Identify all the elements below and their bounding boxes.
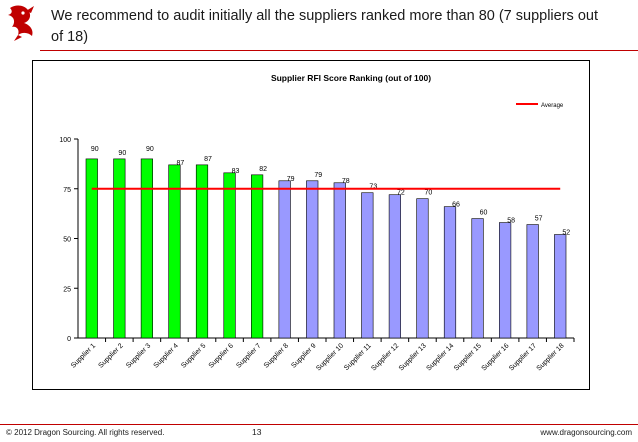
data-label-supplier-15: 60: [480, 210, 488, 217]
y-tick-label-1: 25: [63, 286, 71, 293]
dragon-logo: [4, 2, 38, 42]
bar-supplier-13: [416, 198, 429, 339]
data-label-supplier-12: 72: [397, 190, 405, 197]
x-tick-label-supplier-18: Supplier 18: [536, 342, 566, 372]
legend-average-label: Average: [541, 103, 564, 109]
x-tick-label-supplier-3: Supplier 3: [125, 342, 152, 369]
x-tick-label-supplier-15: Supplier 15: [453, 342, 483, 372]
data-label-supplier-10: 78: [342, 178, 350, 185]
bar-supplier-9: [306, 180, 319, 339]
footer-copyright: © 2012 Dragon Sourcing. All rights reser…: [6, 428, 165, 437]
x-tick-label-supplier-11: Supplier 11: [343, 342, 373, 372]
x-tick-label-supplier-17: Supplier 17: [508, 342, 538, 372]
x-tick-label-supplier-1: Supplier 1: [70, 342, 97, 369]
footer-divider: [0, 424, 638, 425]
x-tick-label-supplier-16: Supplier 16: [481, 342, 511, 372]
bar-supplier-12: [388, 194, 401, 339]
bar-supplier-15: [471, 218, 484, 339]
bar-supplier-5: [195, 164, 209, 339]
supplier-score-chart: Supplier RFI Score Ranking (out of 100) A…: [32, 60, 590, 390]
data-label-supplier-17: 57: [535, 216, 543, 223]
bar-supplier-3: [140, 158, 153, 339]
data-label-supplier-4: 87: [177, 160, 185, 167]
header-divider: [40, 50, 638, 51]
bar-supplier-4: [168, 164, 181, 339]
x-tick-label-supplier-8: Supplier 8: [263, 342, 290, 369]
chart-title: Supplier RFI Score Ranking (out of 100): [271, 73, 431, 83]
chart-canvas: Supplier RFI Score Ranking (out of 100) A…: [59, 73, 575, 372]
data-label-supplier-3: 90: [146, 146, 154, 153]
y-tick-label-0: 0: [67, 336, 71, 343]
x-tick-label-supplier-4: Supplier 4: [153, 342, 180, 369]
x-tick-label-supplier-5: Supplier 5: [180, 342, 207, 369]
data-label-supplier-16: 58: [507, 218, 515, 225]
x-tick-label-supplier-13: Supplier 13: [398, 342, 428, 372]
bar-supplier-8: [278, 180, 291, 339]
footer-page-number: 13: [252, 427, 262, 437]
page-headline: We recommend to audit initially all the …: [51, 8, 598, 45]
bar-supplier-7: [251, 174, 264, 339]
data-label-supplier-8: 79: [287, 176, 295, 183]
data-label-supplier-7: 82: [259, 166, 267, 173]
bar-supplier-10: [333, 182, 346, 339]
y-tick-label-3: 75: [63, 187, 71, 194]
data-label-supplier-5: 87: [204, 156, 212, 163]
y-tick-label-4: 100: [59, 137, 71, 144]
bar-supplier-18: [554, 234, 567, 339]
data-label-supplier-11: 73: [369, 184, 377, 191]
bar-supplier-1: [85, 158, 98, 339]
bar-supplier-16: [499, 222, 512, 339]
data-label-supplier-6: 83: [232, 168, 240, 175]
y-tick-label-2: 50: [63, 237, 71, 244]
data-label-supplier-14: 66: [452, 202, 460, 209]
bar-supplier-17: [526, 224, 539, 339]
x-tick-label-supplier-10: Supplier 10: [315, 342, 345, 372]
x-tick-label-supplier-14: Supplier 14: [425, 342, 455, 372]
data-label-supplier-18: 52: [562, 230, 570, 237]
bar-supplier-6: [223, 172, 236, 339]
x-tick-label-supplier-2: Supplier 2: [98, 342, 125, 369]
x-tick-label-supplier-6: Supplier 6: [208, 342, 235, 369]
bar-supplier-14: [443, 206, 457, 339]
bar-supplier-11: [361, 192, 374, 339]
data-label-supplier-9: 79: [314, 172, 322, 179]
footer-website: www.dragonsourcing.com: [540, 428, 632, 437]
x-tick-label-supplier-7: Supplier 7: [235, 342, 262, 369]
data-label-supplier-1: 90: [91, 146, 99, 153]
x-tick-label-supplier-12: Supplier 12: [370, 342, 400, 372]
data-label-supplier-2: 90: [118, 150, 126, 157]
bar-supplier-2: [113, 158, 126, 339]
data-label-supplier-13: 70: [425, 190, 433, 197]
x-tick-label-supplier-9: Supplier 9: [290, 342, 317, 369]
